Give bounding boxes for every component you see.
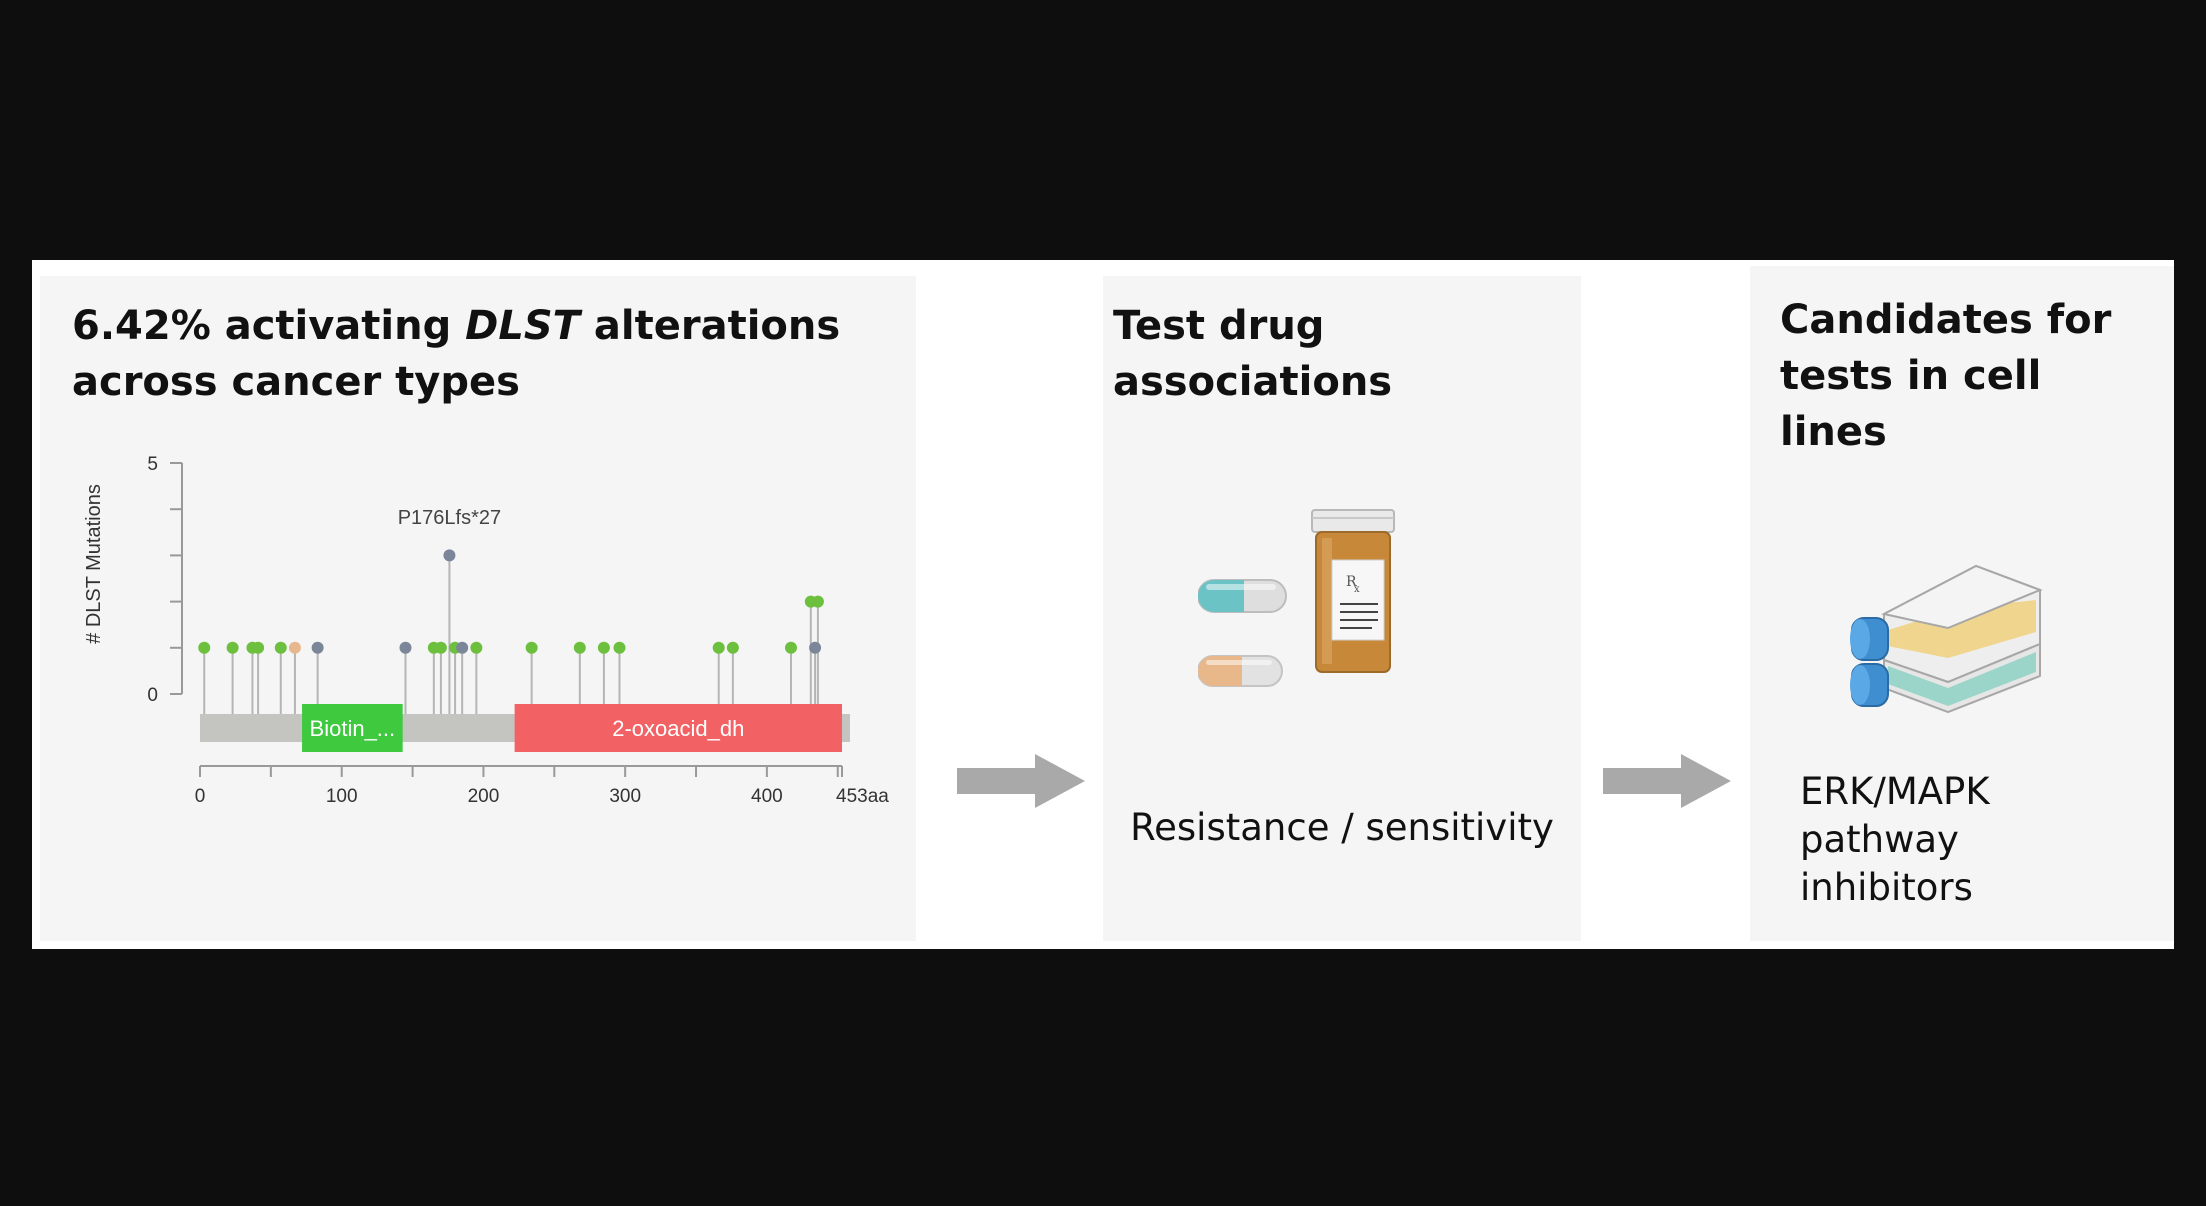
arrow-right-icon — [957, 754, 1085, 808]
mutation-head — [525, 641, 538, 654]
mutation-head — [311, 641, 324, 654]
mutation-head — [274, 641, 287, 654]
mutation-head — [726, 641, 739, 654]
mutation-head — [573, 641, 586, 654]
title-prefix: 6.42% activating — [72, 303, 466, 349]
mutation-head — [399, 641, 412, 654]
mutation-head — [470, 641, 483, 654]
caption3-line2: inhibitors — [1800, 866, 1973, 909]
svg-text:R: R — [1346, 574, 1357, 590]
pills-bottle-icon: R x — [1198, 509, 1395, 687]
domain-label: Biotin_... — [310, 716, 396, 741]
title3-line2: tests in cell lines — [1780, 353, 2042, 455]
capsule-orange-icon — [1198, 655, 1283, 687]
x-tick-label: 200 — [468, 786, 500, 807]
svg-text:x: x — [1354, 584, 1360, 595]
cell-line-panel-caption: ERK/MAPK pathway inhibitors — [1800, 768, 2160, 912]
mutation-head — [443, 549, 456, 562]
cell-culture-flask-icon — [1850, 564, 2043, 714]
pill-bottle-icon: R x — [1311, 509, 1395, 673]
mutation-head — [288, 641, 301, 654]
cell-line-panel-title: Candidates for tests in cell lines — [1780, 292, 2160, 460]
drug-panel: Test drug associations Resistance / sens… — [1103, 276, 1581, 941]
x-tick-label: 453aa — [836, 786, 889, 807]
caption3-line1: ERK/MAPK pathway — [1800, 770, 1990, 861]
domain-box — [302, 704, 403, 752]
mutation-head — [434, 641, 447, 654]
title-suffix: alterations — [579, 303, 841, 349]
mutation-head — [613, 641, 626, 654]
mutation-head — [809, 641, 822, 654]
mutation-head — [597, 641, 610, 654]
mutation-panel-title: 6.42% activating DLST alterations across … — [72, 298, 892, 410]
x-tick-label: 100 — [326, 786, 358, 807]
mutation-head — [252, 641, 265, 654]
domain-label: 2-oxoacid_dh — [612, 716, 744, 741]
title3-line1: Candidates for — [1780, 297, 2112, 343]
x-tick-label: 300 — [609, 786, 641, 807]
y-axis-label: # DLST Mutations — [83, 484, 105, 644]
mutation-head — [712, 641, 725, 654]
y-tick-label: 0 — [147, 685, 158, 706]
mutation-head — [198, 641, 211, 654]
drug-panel-title: Test drug associations — [1113, 303, 1393, 405]
mutation-head — [226, 641, 239, 654]
x-tick-label: 400 — [751, 786, 783, 807]
arrow-right-icon — [1603, 754, 1731, 808]
mutation-head — [811, 595, 824, 608]
y-tick-label: 5 — [147, 454, 158, 475]
x-tick-label: 0 — [195, 786, 206, 807]
flask-cap-icon — [1850, 617, 1889, 707]
title-line2: across cancer types — [72, 359, 520, 405]
lollipop-plot: 0 5 # DLST Mutations Biotin_... 2-oxoacid_dh… — [83, 454, 889, 807]
mutation-panel: 6.42% activating DLST alterations across … — [40, 276, 916, 941]
domain-box — [514, 704, 842, 752]
mutation-annotation: P176Lfs*27 — [398, 507, 501, 529]
capsule-teal-icon — [1198, 579, 1287, 613]
title-gene: DLST — [465, 303, 580, 349]
drug-panel-caption: Resistance / sensitivity — [1130, 806, 1554, 849]
mutation-head — [456, 641, 469, 654]
mutation-head — [784, 641, 797, 654]
